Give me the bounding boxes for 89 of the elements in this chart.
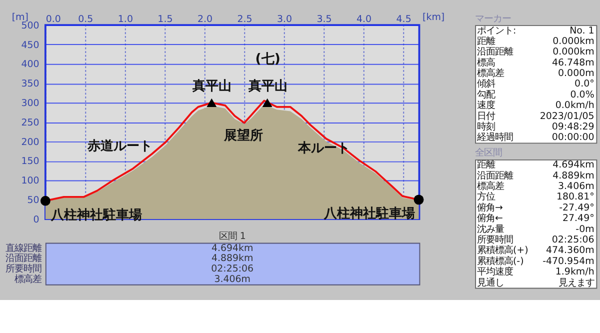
y-tick-label: 350 [21, 78, 40, 90]
x-tick-label: 2.0 [197, 14, 212, 25]
text: 標高差 [14, 274, 42, 286]
text: 俯角← [476, 213, 503, 224]
y-tick-label: 50 [27, 194, 40, 206]
text: 180.81° [556, 192, 594, 203]
text: 俯角→ [476, 202, 503, 214]
text: 全区間 [475, 148, 502, 159]
y-tick-label: 100 [21, 176, 40, 187]
y-tick-label: 200 [21, 136, 40, 148]
x-tick-label: 0.5 [78, 14, 94, 25]
text: 4.889km [552, 170, 594, 182]
text: ポイント: [476, 25, 516, 36]
text: 沿面距離 [476, 170, 513, 182]
text: 0.000km [552, 46, 594, 58]
x-tick-label: 3.5 [316, 14, 332, 25]
y-tick-label: 0 [33, 214, 40, 226]
y-tick-label: 300 [21, 98, 40, 109]
text: 3.406m [558, 181, 594, 192]
text: 標高差 [476, 181, 504, 192]
text: 0.0° [574, 78, 594, 90]
text: 累積標高(+) [476, 245, 528, 256]
x-tick-label: 4.0 [356, 14, 372, 25]
y-tick-label: 450 [21, 40, 40, 51]
text: 4.694km [211, 242, 254, 254]
text: 日付 [476, 110, 495, 122]
text: -0m [576, 224, 594, 235]
text: 4.889km [211, 253, 254, 264]
text: 距離 [476, 36, 495, 47]
x-axis-title: [km] [422, 12, 445, 23]
x-tick-label: 3.0 [276, 14, 292, 25]
annotation: 八柱神社駐車場 [50, 206, 142, 223]
text: 46.748m [552, 57, 594, 68]
annotation: 展望所 [223, 127, 264, 144]
text: 時刻 [476, 122, 495, 133]
annotation: 八柱神社駐車場 [322, 206, 415, 222]
text: 所要時間 [6, 264, 42, 275]
text: 沈み量 [476, 224, 504, 235]
point [414, 194, 424, 205]
text: 累積標高(-) [476, 256, 524, 267]
annotation: 赤道ルート [86, 139, 153, 154]
text: 直線距離 [6, 242, 42, 254]
x-tick-label: 1.5 [158, 14, 173, 25]
text: 02:25:06 [552, 234, 594, 246]
text: 方位 [476, 192, 495, 203]
text: 標高 [476, 57, 495, 68]
x-tick-label: 2.5 [237, 14, 252, 25]
x-tick-label: 0.0 [46, 14, 61, 25]
text: 09:48:29 [552, 122, 594, 133]
text: 沿面距離 [476, 46, 513, 58]
text: 2023/01/05 [540, 110, 594, 122]
text: 0.0km/h [555, 100, 594, 112]
point [40, 196, 50, 206]
point [262, 98, 272, 107]
text: 沿面距離 [6, 253, 42, 264]
text: マーカー [475, 13, 512, 24]
y-tick-label: 250 [21, 117, 40, 128]
text: 距離 [476, 160, 495, 171]
text: 0.000m [558, 68, 594, 80]
text: 02:25:06 [211, 264, 254, 275]
text: 0.000km [552, 36, 594, 47]
text: 3.406m [214, 274, 250, 286]
text: 4.694km [552, 160, 594, 171]
text: -27.49° [559, 202, 594, 214]
text: 平均速度 [476, 266, 513, 278]
text: 見えます [558, 277, 594, 288]
point [206, 98, 217, 107]
text: -470.954m [542, 256, 594, 267]
text: 474.360m [546, 245, 594, 256]
x-tick-label: 1.0 [118, 14, 133, 25]
text: 見通し [476, 277, 504, 288]
text: 00:00:00 [552, 132, 594, 144]
text: No. 1 [570, 25, 594, 36]
text: 所要時間 [476, 234, 513, 246]
text: 1.9km/h [555, 266, 594, 278]
text: 勾配 [476, 89, 495, 100]
y-axis-title: [m] [12, 12, 28, 23]
y-tick-label: 150 [21, 156, 40, 168]
text: 27.49° [562, 213, 594, 224]
text: 0.0% [570, 89, 594, 100]
text: 経過時間 [476, 132, 513, 144]
annotation: (七) [255, 52, 280, 67]
x-tick-label: 4.5 [396, 14, 412, 25]
text: 傾斜 [476, 78, 495, 90]
y-tick-label: 500 [21, 20, 40, 32]
text: 標高差 [476, 68, 504, 80]
y-tick-label: 400 [21, 59, 40, 70]
text: 区間 1 [218, 230, 246, 242]
text: 速度 [476, 100, 495, 112]
